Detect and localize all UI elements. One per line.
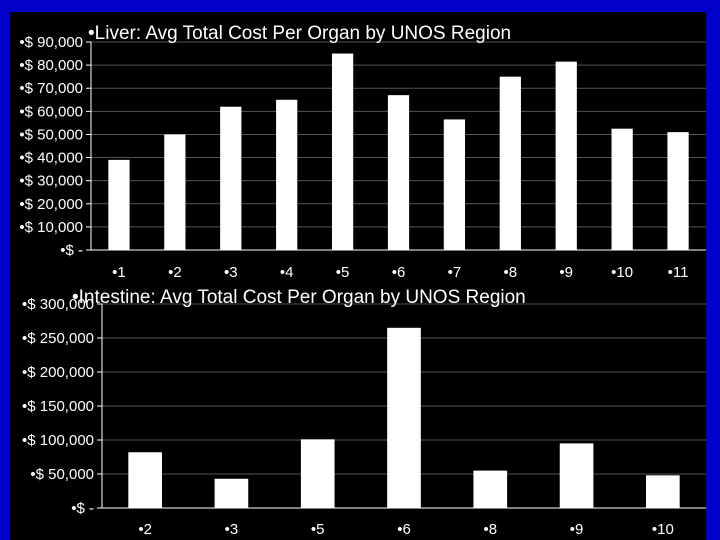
liver-y-tick-label: •$ 20,000 [19,196,83,213]
intestine-bar [473,470,508,508]
intestine-x-tick-label: •5 [311,521,325,538]
intestine-y-tick-label: •$ 100,000 [22,432,94,449]
intestine-bar [300,439,335,508]
liver-y-tick-label: •$ 40,000 [19,150,83,167]
liver-bar [667,132,689,250]
intestine-y-tick-label: •$ 250,000 [22,330,94,347]
liver-x-tick-label: •3 [224,264,238,281]
liver-x-tick-label: •5 [336,264,350,281]
intestine-chart-title: •Intestine: Avg Total Cost Per Organ by … [72,287,526,308]
intestine-y-tick-label: •$ 150,000 [22,398,94,415]
liver-x-tick-label: •7 [448,264,462,281]
liver-y-tick-label: •$ 80,000 [19,57,83,74]
liver-x-tick-label: •10 [611,264,633,281]
intestine-y-tick-label: •$ 200,000 [22,364,94,381]
liver-x-tick-label: •8 [504,264,518,281]
intestine-chart: •$ - •$ 50,000 •$ 100,000 •$ 150,000 •$ 200,… [22,287,706,538]
liver-bar [276,99,298,251]
intestine-bar [128,452,162,508]
intestine-bar [387,327,421,508]
liver-x-tick-label: •9 [559,264,573,281]
intestine-x-tick-label: •8 [483,521,497,538]
liver-bar [220,106,242,250]
intestine-y-tick-label: •$ 300,000 [22,296,94,313]
liver-bar [108,159,130,250]
liver-x-tick-label: •4 [280,264,294,281]
liver-y-tick-label: •$ 90,000 [19,34,83,51]
liver-y-tick-label: •$ 30,000 [19,173,83,190]
liver-chart-title: •Liver: Avg Total Cost Per Organ by UNOS… [88,23,511,44]
intestine-x-tick-label: •10 [652,521,674,538]
intestine-bar [646,475,680,508]
intestine-bar [559,443,594,508]
liver-chart: •$ - •$ 10,000 •$ 20,000 •$ 30,000 •$ 40,000… [19,23,706,281]
liver-bar [164,134,186,250]
liver-bar [499,76,521,251]
intestine-x-tick-label: •9 [570,521,584,538]
liver-x-tick-label: •1 [112,264,126,281]
liver-y-tick-label: •$ 50,000 [19,126,83,143]
intestine-plot-background [10,284,706,540]
liver-y-tick-label: •$ 10,000 [19,219,83,236]
intestine-x-tick-label: •3 [225,521,239,538]
liver-y-tick-label: •$ 60,000 [19,103,83,120]
liver-x-tick-label: •6 [392,264,406,281]
intestine-x-tick-label: •2 [138,521,152,538]
liver-bar [611,128,633,250]
intestine-y-tick-label: •$ 50,000 [30,466,94,483]
liver-bar [331,53,354,250]
liver-bar [555,61,577,251]
liver-y-tick-label: •$ - [60,242,83,259]
intestine-x-tick-label: •6 [397,521,411,538]
liver-bar [387,95,410,251]
liver-y-tick-label: •$ 70,000 [19,80,83,97]
intestine-y-tick-label: •$ - [71,500,94,517]
liver-x-tick-label: •11 [668,264,689,281]
intestine-bar [214,478,249,508]
liver-x-tick-label: •2 [168,264,182,281]
liver-bar [443,119,466,250]
